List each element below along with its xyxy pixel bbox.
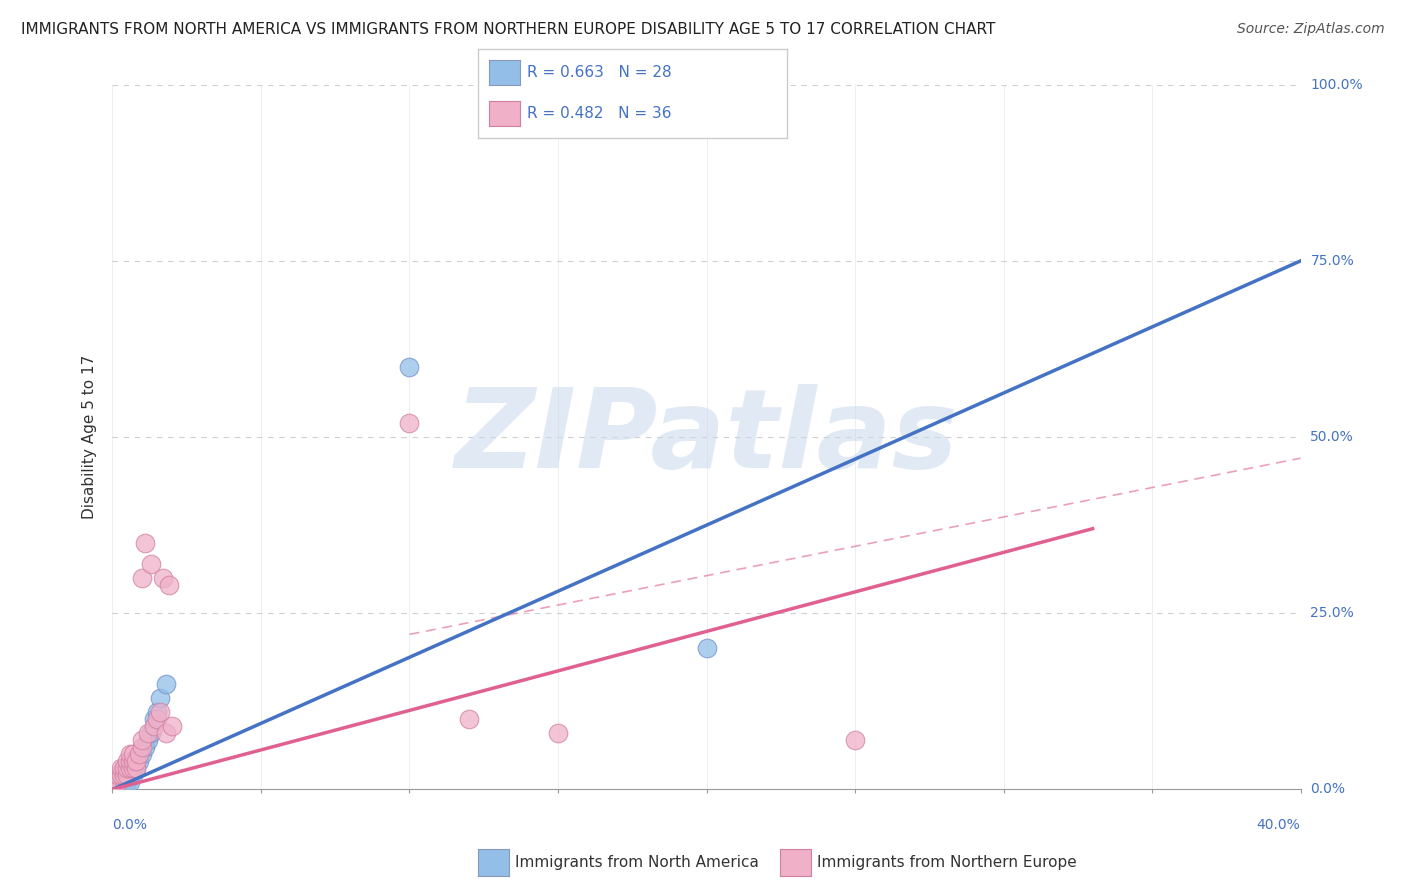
Point bbox=[122, 761, 145, 775]
Text: IMMIGRANTS FROM NORTH AMERICA VS IMMIGRANTS FROM NORTHERN EUROPE DISABILITY AGE : IMMIGRANTS FROM NORTH AMERICA VS IMMIGRA… bbox=[21, 22, 995, 37]
Point bbox=[112, 761, 135, 775]
Point bbox=[107, 768, 129, 782]
Point bbox=[128, 747, 150, 762]
Point bbox=[104, 775, 127, 789]
Text: 40.0%: 40.0% bbox=[1257, 818, 1301, 832]
Point bbox=[157, 578, 180, 592]
Point bbox=[131, 740, 153, 755]
Point bbox=[143, 719, 166, 733]
Point bbox=[143, 712, 166, 726]
Point bbox=[844, 733, 866, 747]
Point bbox=[125, 754, 148, 768]
Text: R = 0.482   N = 36: R = 0.482 N = 36 bbox=[527, 106, 672, 120]
Point bbox=[122, 754, 145, 768]
Point bbox=[139, 726, 162, 740]
Text: R = 0.663   N = 28: R = 0.663 N = 28 bbox=[527, 65, 672, 79]
Point bbox=[112, 761, 135, 775]
Point bbox=[155, 726, 177, 740]
Point bbox=[398, 416, 420, 430]
Point bbox=[136, 733, 159, 747]
Point bbox=[110, 775, 132, 789]
Point bbox=[136, 726, 159, 740]
Point bbox=[131, 571, 153, 585]
Point bbox=[120, 761, 142, 775]
Text: Immigrants from Northern Europe: Immigrants from Northern Europe bbox=[817, 855, 1077, 870]
Point bbox=[104, 775, 127, 789]
Point bbox=[112, 768, 135, 782]
Point bbox=[112, 775, 135, 789]
Point bbox=[155, 676, 177, 690]
Text: ZIPatlas: ZIPatlas bbox=[454, 384, 959, 491]
Point bbox=[117, 775, 139, 789]
Text: 25.0%: 25.0% bbox=[1310, 607, 1354, 620]
Point bbox=[149, 690, 172, 705]
Point bbox=[149, 705, 172, 719]
Point bbox=[696, 641, 718, 656]
Point bbox=[152, 571, 174, 585]
Point bbox=[110, 768, 132, 782]
Point bbox=[107, 775, 129, 789]
Point bbox=[122, 768, 145, 782]
Point bbox=[398, 359, 420, 374]
Point bbox=[457, 712, 479, 726]
Point bbox=[134, 535, 156, 549]
Point bbox=[134, 740, 156, 755]
Point bbox=[117, 761, 139, 775]
Text: 100.0%: 100.0% bbox=[1310, 78, 1362, 92]
Point bbox=[107, 775, 129, 789]
Text: Source: ZipAtlas.com: Source: ZipAtlas.com bbox=[1237, 22, 1385, 37]
Text: 0.0%: 0.0% bbox=[1310, 782, 1346, 797]
Point bbox=[128, 754, 150, 768]
Point bbox=[131, 733, 153, 747]
Point bbox=[139, 557, 162, 571]
Point bbox=[120, 761, 142, 775]
Text: 0.0%: 0.0% bbox=[112, 818, 148, 832]
Point bbox=[131, 747, 153, 762]
Text: 50.0%: 50.0% bbox=[1310, 430, 1354, 444]
Text: Immigrants from North America: Immigrants from North America bbox=[515, 855, 758, 870]
Point bbox=[117, 768, 139, 782]
Point bbox=[117, 754, 139, 768]
Point bbox=[120, 747, 142, 762]
Point bbox=[120, 775, 142, 789]
Point bbox=[120, 754, 142, 768]
Point bbox=[146, 705, 169, 719]
Point bbox=[160, 719, 183, 733]
Point bbox=[120, 768, 142, 782]
Y-axis label: Disability Age 5 to 17: Disability Age 5 to 17 bbox=[82, 355, 97, 519]
Point bbox=[112, 768, 135, 782]
Point bbox=[122, 747, 145, 762]
Point bbox=[547, 726, 569, 740]
Point bbox=[110, 768, 132, 782]
Point bbox=[117, 768, 139, 782]
Point bbox=[146, 712, 169, 726]
Point bbox=[110, 761, 132, 775]
Point bbox=[117, 761, 139, 775]
Point bbox=[122, 754, 145, 768]
Text: 75.0%: 75.0% bbox=[1310, 254, 1354, 268]
Point bbox=[125, 761, 148, 775]
Point bbox=[107, 768, 129, 782]
Point bbox=[125, 761, 148, 775]
